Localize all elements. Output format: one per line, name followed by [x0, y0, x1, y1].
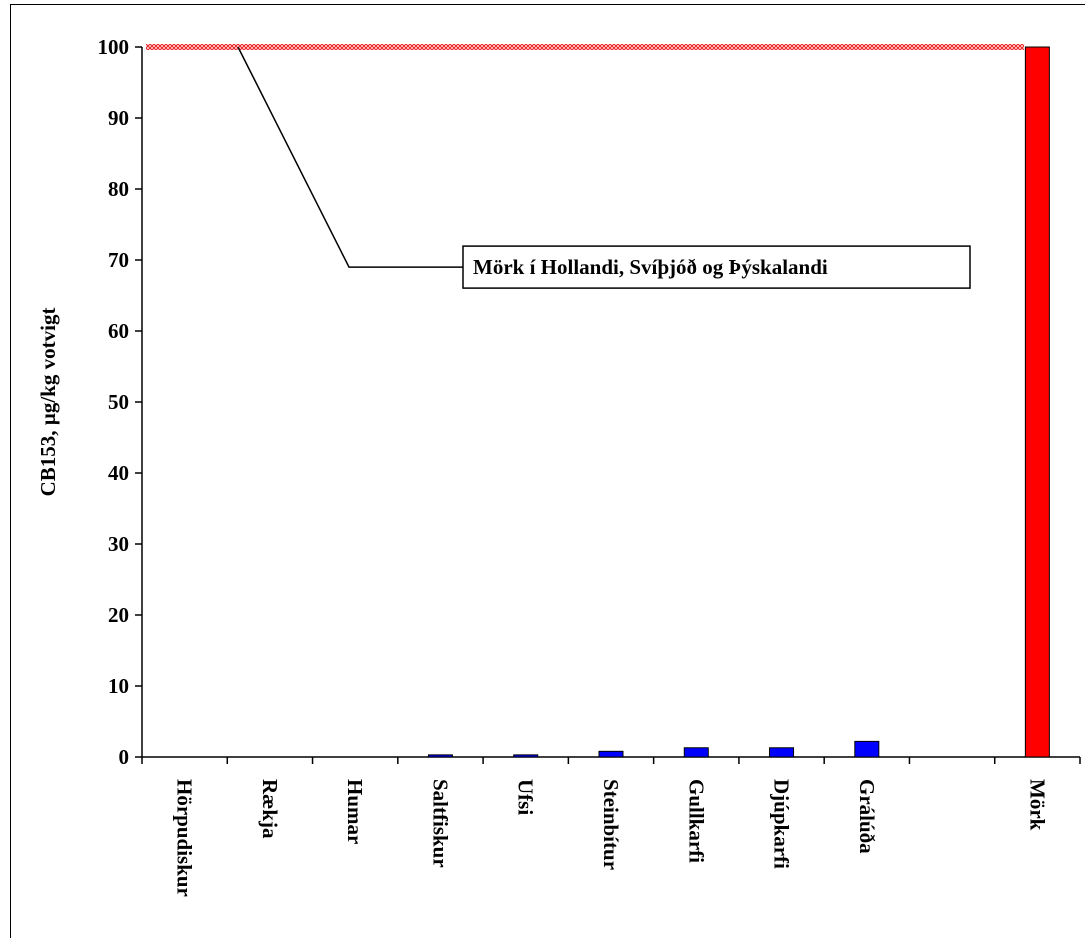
bar-Djúpkarfi — [769, 747, 795, 758]
y-tick-label: 100 — [98, 35, 130, 59]
bar-Steinbítur — [598, 750, 624, 758]
y-tick-label: 10 — [108, 674, 129, 698]
bar-Grálúða — [854, 740, 880, 758]
x-tick-label: Mörk — [1025, 779, 1049, 831]
bar-Mörk — [1024, 46, 1050, 758]
bar-Saltfiskur — [427, 754, 453, 758]
reference-line — [146, 44, 1024, 50]
y-axis-label: CB153, µg/kg votvigt — [36, 308, 60, 497]
y-tick-label: 90 — [108, 106, 129, 130]
y-tick-label: 20 — [108, 603, 129, 627]
x-tick-label: Grálúða — [855, 779, 879, 854]
bar-Ufsi — [513, 754, 539, 758]
y-tick-label: 70 — [108, 248, 129, 272]
x-tick-label: Rækja — [258, 779, 282, 839]
y-tick-label: 50 — [108, 390, 129, 414]
y-tick-label: 60 — [108, 319, 129, 343]
y-tick-label: 40 — [108, 461, 129, 485]
y-tick-label: 30 — [108, 532, 129, 556]
y-tick-label: 0 — [119, 745, 130, 769]
x-tick-label: Ufsi — [514, 779, 538, 815]
x-tick-label: Humar — [343, 779, 367, 844]
annotation-box — [462, 245, 971, 289]
chart-frame: Mörk í Hollandi, Svíþjóð og Þýskalandi 0… — [10, 4, 1085, 938]
annotation-leader-line — [237, 46, 463, 268]
annotation-text: Mörk í Hollandi, Svíþjóð og Þýskalandi — [473, 255, 828, 279]
x-tick-label: Gullkarfi — [684, 779, 708, 863]
bar-chart: Mörk í Hollandi, Svíþjóð og Þýskalandi 0… — [36, 35, 1081, 897]
x-tick-label: Steinbítur — [599, 779, 623, 870]
x-tick-label: Saltfiskur — [428, 779, 452, 868]
y-tick-label: 80 — [108, 177, 129, 201]
x-tick-label: Djúpkarfi — [770, 779, 794, 869]
x-tick-label: Hörpudiskur — [173, 779, 197, 897]
bar-Gullkarfi — [683, 747, 709, 758]
